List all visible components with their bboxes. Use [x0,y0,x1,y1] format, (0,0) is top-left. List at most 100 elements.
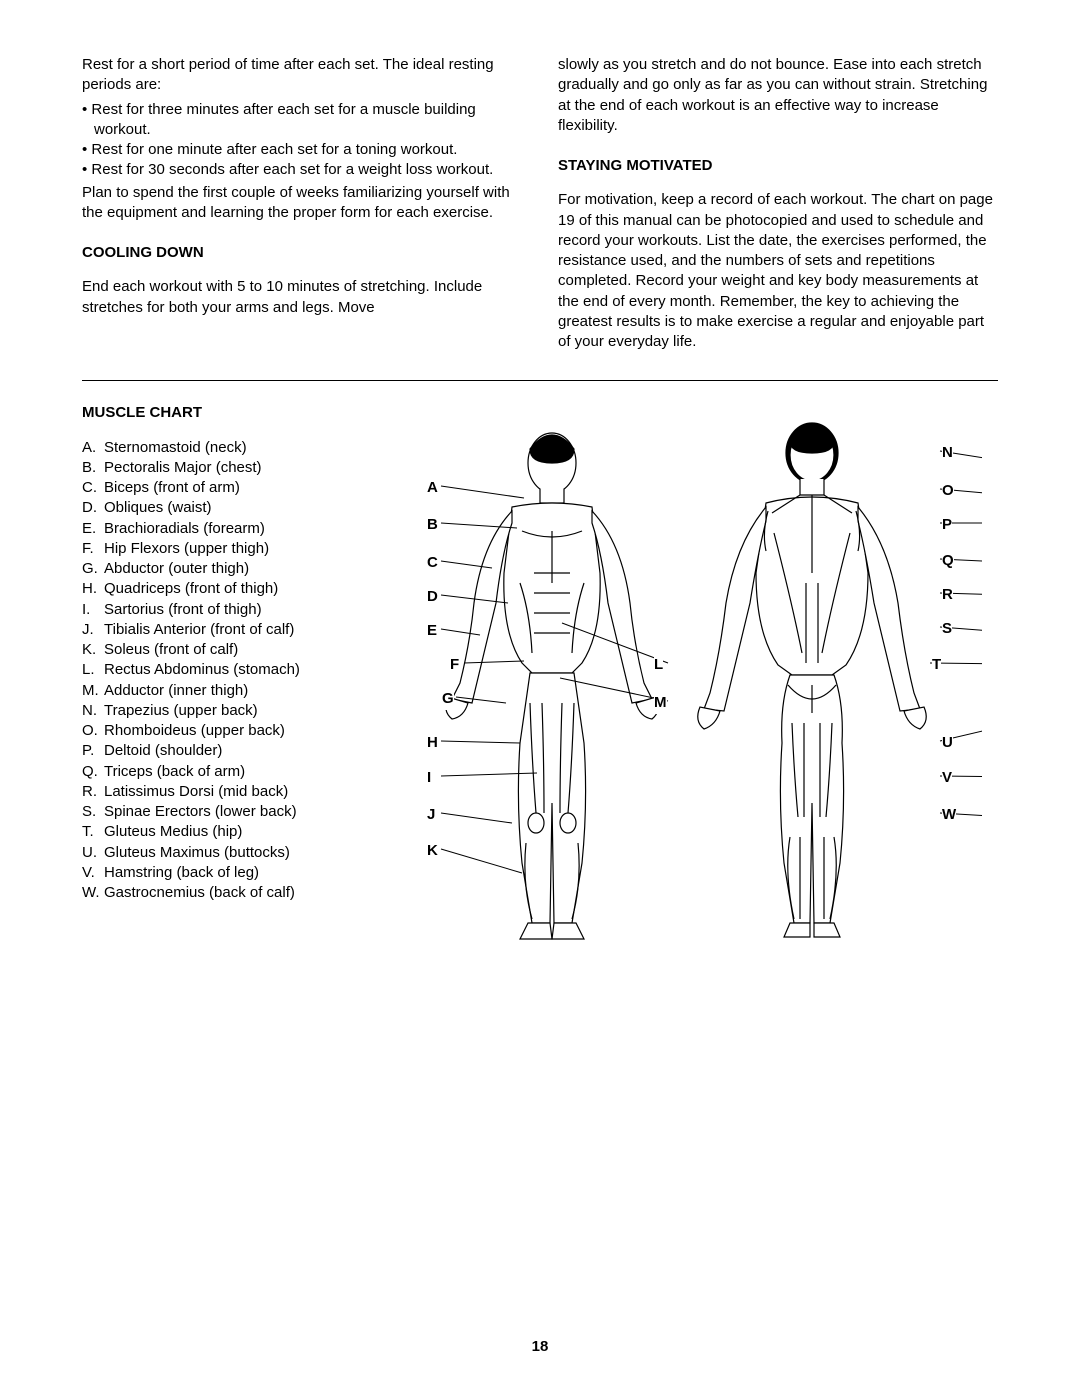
muscle-item: J.Tibialis Anterior (front of calf) [82,620,372,640]
muscle-name: Sartorius (front of thigh) [104,601,262,618]
muscle-letter: U. [82,843,104,863]
muscle-item: N.Trapezius (upper back) [82,701,372,721]
anatomy-diagram: ABCDEFGHIJKLMNOPQRSTUVW [402,403,998,963]
diagram-label-c: C [427,553,438,573]
muscle-name: Hamstring (back of leg) [104,864,259,881]
muscle-name: Quadriceps (front of thigh) [104,580,278,597]
motivated-heading: STAYING MOTIVATED [558,156,998,176]
muscle-item: R.Latissimus Dorsi (mid back) [82,782,372,802]
diagram-label-l: L [654,655,663,675]
rest-bullets: Rest for three minutes after each set fo… [82,100,522,181]
diagram-label-f: F [450,655,459,675]
diagram-label-q: Q [942,551,954,571]
muscle-item: G.Abductor (outer thigh) [82,559,372,579]
diagram-label-i: I [427,768,431,788]
muscle-item: B.Pectoralis Major (chest) [82,458,372,478]
muscle-letter: T. [82,822,104,842]
muscle-name: Rhomboideus (upper back) [104,722,285,739]
muscle-letter: W. [82,883,104,903]
diagram-label-j: J [427,805,435,825]
muscle-item: O.Rhomboideus (upper back) [82,721,372,741]
bullet-item: Rest for one minute after each set for a… [82,140,522,160]
muscle-letter: L. [82,660,104,680]
muscle-letter: J. [82,620,104,640]
muscle-item: E.Brachioradials (forearm) [82,519,372,539]
muscle-list: MUSCLE CHART A.Sternomastoid (neck)B.Pec… [82,403,372,963]
muscle-name: Tibialis Anterior (front of calf) [104,621,294,638]
cooling-heading: COOLING DOWN [82,243,522,263]
diagram-label-d: D [427,587,438,607]
diagram-label-k: K [427,841,438,861]
muscle-letter: R. [82,782,104,802]
diagram-label-s: S [942,619,952,639]
muscle-letter: A. [82,438,104,458]
diagram-label-t: T [932,655,941,675]
muscle-heading: MUSCLE CHART [82,403,372,423]
muscle-name: Adductor (inner thigh) [104,682,248,699]
muscle-item: T.Gluteus Medius (hip) [82,822,372,842]
muscle-name: Triceps (back of arm) [104,763,245,780]
muscle-letter: M. [82,681,104,701]
right-column: slowly as you stretch and do not bounce.… [558,55,998,356]
diagram-label-b: B [427,515,438,535]
muscle-item: M.Adductor (inner thigh) [82,681,372,701]
diagram-label-e: E [427,621,437,641]
left-column: Rest for a short period of time after ea… [82,55,522,356]
muscle-name: Biceps (front of arm) [104,479,240,496]
muscle-item: U.Gluteus Maximus (buttocks) [82,843,372,863]
anatomy-svg [402,403,982,963]
muscle-item: Q.Triceps (back of arm) [82,762,372,782]
muscle-letter: G. [82,559,104,579]
muscle-section: MUSCLE CHART A.Sternomastoid (neck)B.Pec… [82,403,998,963]
diagram-label-r: R [942,585,953,605]
muscle-items: A.Sternomastoid (neck)B.Pectoralis Major… [82,438,372,904]
motivated-text: For motivation, keep a record of each wo… [558,190,998,352]
muscle-letter: E. [82,519,104,539]
diagram-label-p: P [942,515,952,535]
bullet-item: Rest for 30 seconds after each set for a… [82,160,522,180]
muscle-name: Trapezius (upper back) [104,702,258,719]
muscle-name: Soleus (front of calf) [104,641,238,658]
cooling-text: End each workout with 5 to 10 minutes of… [82,277,522,318]
muscle-letter: P. [82,741,104,761]
muscle-item: S.Spinae Erectors (lower back) [82,802,372,822]
muscle-item: F.Hip Flexors (upper thigh) [82,539,372,559]
muscle-letter: V. [82,863,104,883]
muscle-item: I.Sartorius (front of thigh) [82,600,372,620]
diagram-label-m: M [654,693,667,713]
muscle-item: P.Deltoid (shoulder) [82,741,372,761]
section-divider [82,380,998,381]
muscle-letter: Q. [82,762,104,782]
muscle-item: H.Quadriceps (front of thigh) [82,579,372,599]
muscle-name: Gastrocnemius (back of calf) [104,884,295,901]
diagram-label-g: G [442,689,454,709]
muscle-letter: B. [82,458,104,478]
muscle-item: K.Soleus (front of calf) [82,640,372,660]
diagram-label-v: V [942,768,952,788]
muscle-item: A.Sternomastoid (neck) [82,438,372,458]
muscle-name: Gluteus Maximus (buttocks) [104,844,290,861]
muscle-letter: D. [82,498,104,518]
muscle-letter: K. [82,640,104,660]
diagram-label-o: O [942,481,954,501]
muscle-item: D.Obliques (waist) [82,498,372,518]
muscle-letter: N. [82,701,104,721]
muscle-letter: C. [82,478,104,498]
muscle-name: Rectus Abdominus (stomach) [104,661,300,678]
muscle-name: Spinae Erectors (lower back) [104,803,297,820]
muscle-name: Pectoralis Major (chest) [104,459,262,476]
muscle-name: Hip Flexors (upper thigh) [104,540,269,557]
diagram-label-u: U [942,733,953,753]
muscle-name: Latissimus Dorsi (mid back) [104,783,288,800]
diagram-label-w: W [942,805,956,825]
muscle-name: Brachioradials (forearm) [104,520,265,537]
muscle-letter: F. [82,539,104,559]
muscle-name: Sternomastoid (neck) [104,439,247,456]
muscle-item: L.Rectus Abdominus (stomach) [82,660,372,680]
page-number: 18 [0,1337,1080,1357]
muscle-item: V.Hamstring (back of leg) [82,863,372,883]
text-columns: Rest for a short period of time after ea… [82,55,998,356]
plan-text: Plan to spend the first couple of weeks … [82,183,522,224]
diagram-label-n: N [942,443,953,463]
diagram-label-a: A [427,478,438,498]
